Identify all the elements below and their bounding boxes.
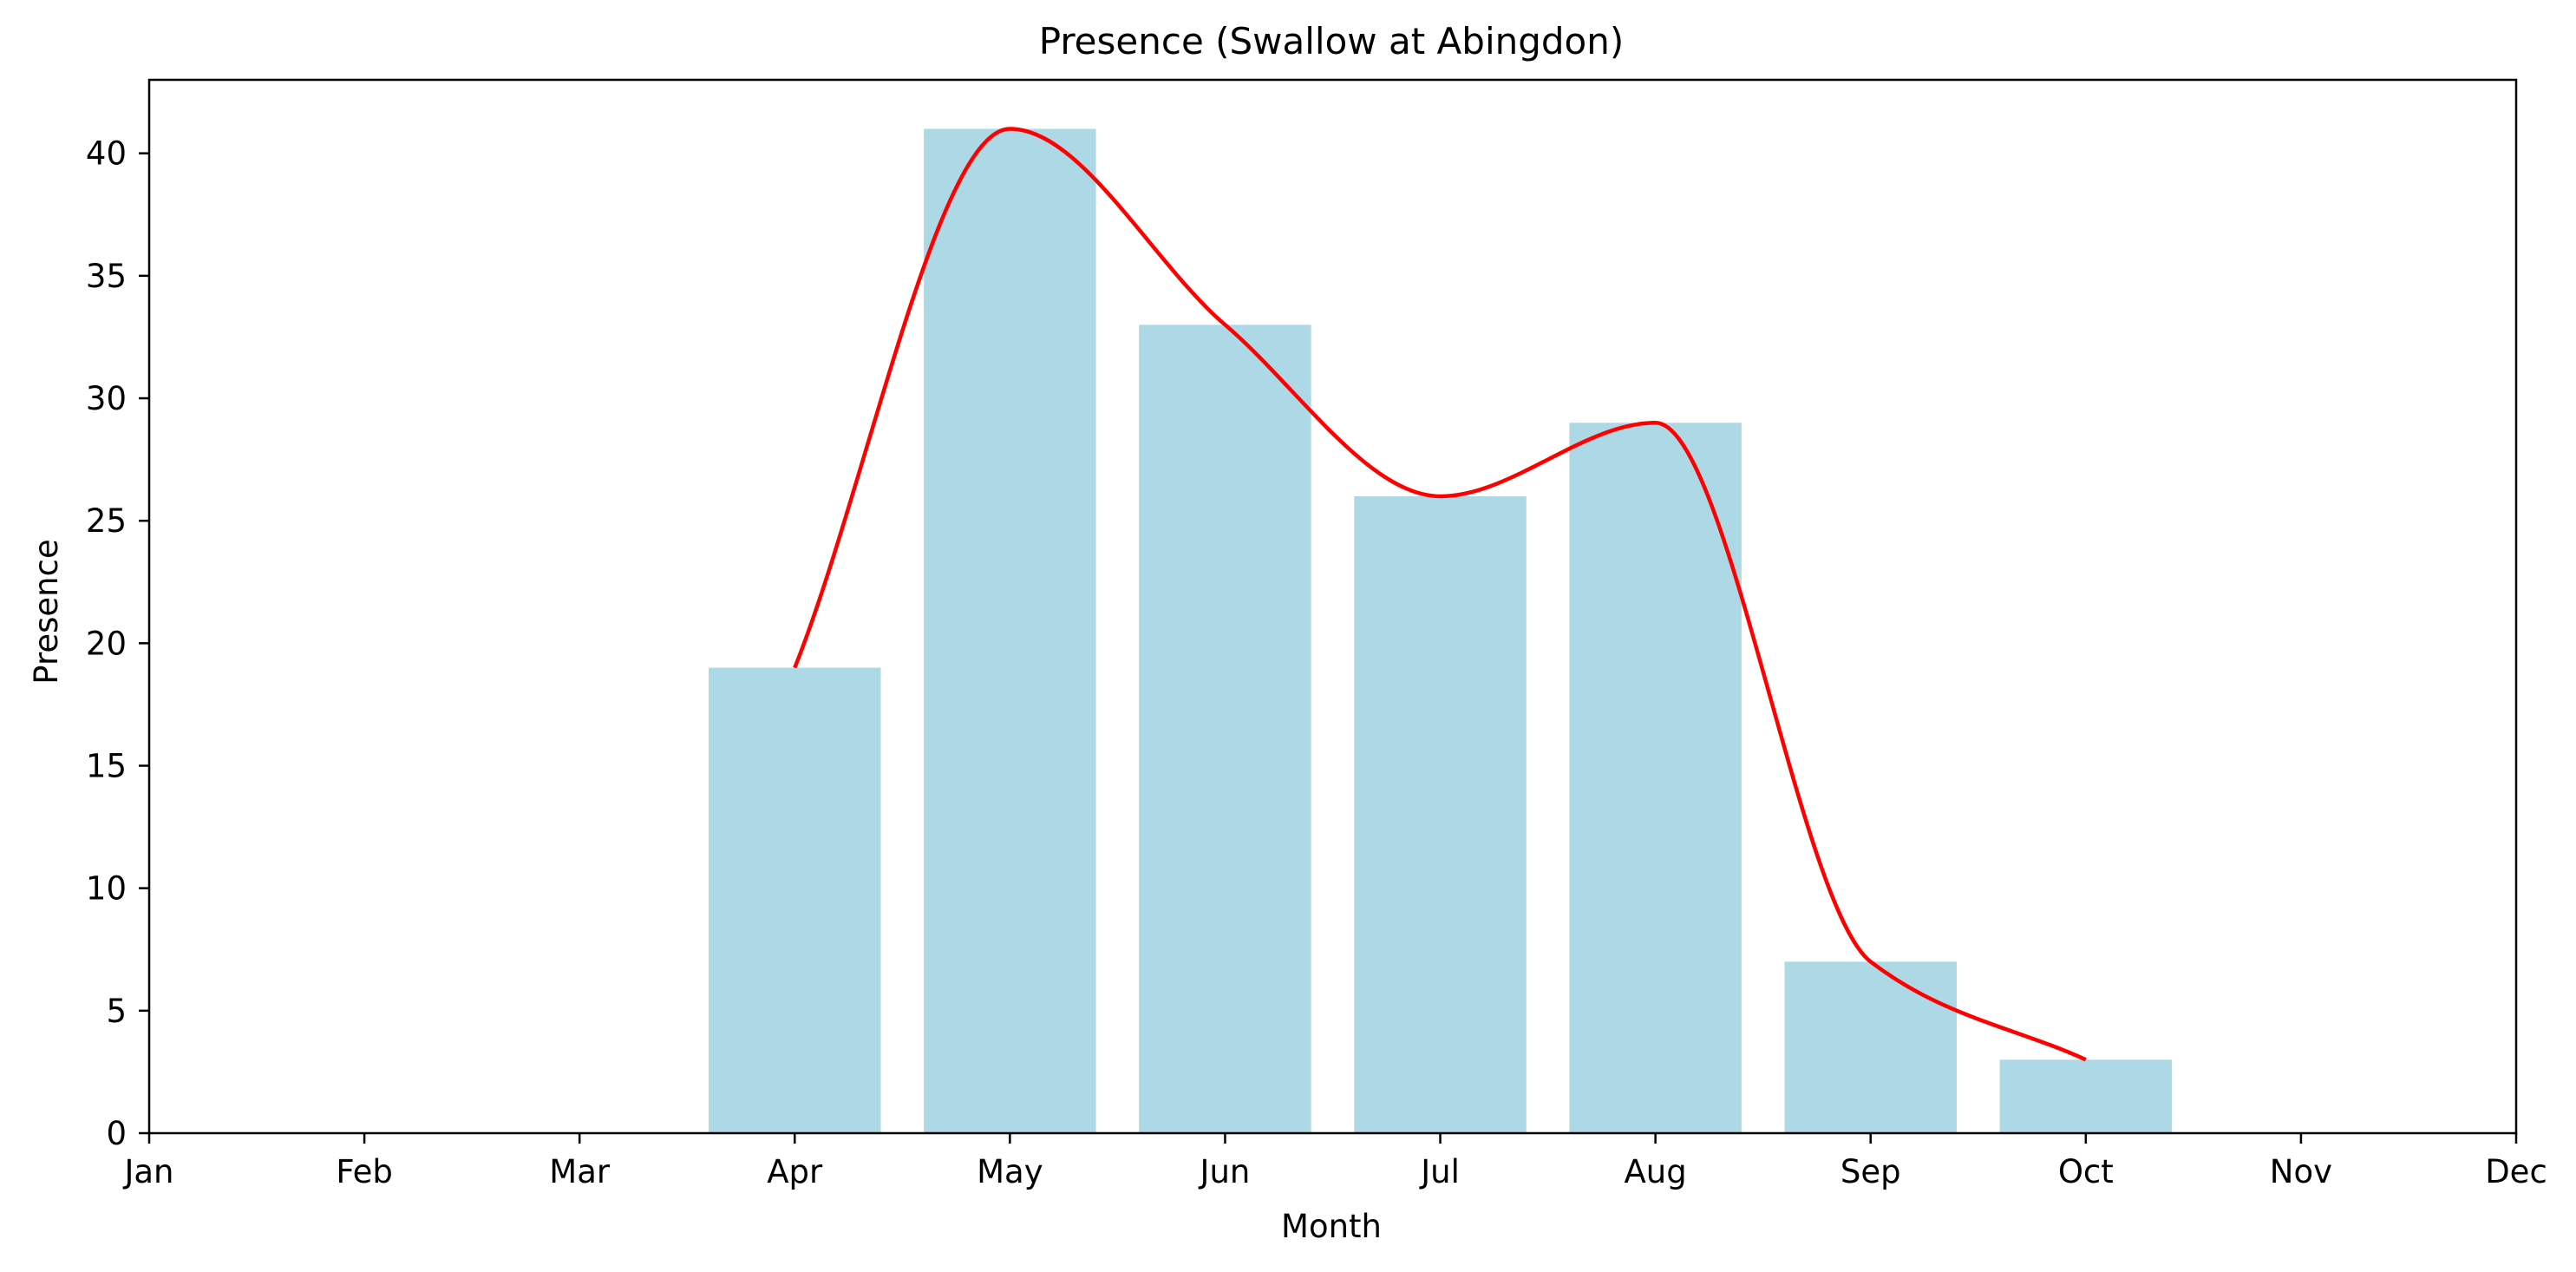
bar-sep [1784, 961, 1957, 1133]
axes-layer: Jan Feb Mar Apr May Jun Jul Aug Sep Oct Nov Dec 0 5 10… [86, 78, 2547, 1190]
plot-frame [147, 78, 2518, 1135]
bars-layer [709, 128, 2173, 1134]
x-tick-label-may: May [977, 1153, 1043, 1190]
x-tick-label-sep: Sep [1840, 1153, 1901, 1190]
bar-aug [1569, 423, 1742, 1133]
y-tick-label-30: 30 [86, 380, 127, 417]
y-tick-label-35: 35 [86, 258, 127, 295]
x-tick-label-dec: Dec [2485, 1153, 2547, 1190]
x-tick-label-oct: Oct [2058, 1153, 2114, 1190]
y-tick-label-10: 10 [86, 870, 127, 908]
x-tick-label-jun: Jun [1199, 1153, 1251, 1190]
y-axis-label: Presence [28, 539, 65, 684]
trend-layer [793, 127, 2087, 1062]
y-tick-label-0: 0 [106, 1115, 127, 1152]
x-tick-label-jul: Jul [1419, 1153, 1460, 1190]
x-tick-label-feb: Feb [336, 1153, 393, 1190]
bar-oct [1999, 1059, 2173, 1133]
bar-apr [709, 667, 881, 1133]
bar-jun [1139, 325, 1311, 1134]
trend-line [793, 127, 2087, 1062]
y-tick-label-5: 5 [106, 993, 127, 1030]
x-tick-label-nov: Nov [2270, 1153, 2332, 1190]
x-tick-label-apr: Apr [767, 1153, 823, 1190]
x-tick-label-aug: Aug [1625, 1153, 1687, 1190]
x-tick-label-mar: Mar [549, 1153, 611, 1190]
y-tick-label-25: 25 [86, 502, 127, 540]
bar-jul [1354, 495, 1527, 1133]
y-tick-label-40: 40 [86, 135, 127, 173]
x-tick-label-jan: Jan [122, 1153, 173, 1190]
bar-may [924, 128, 1096, 1134]
y-tick-label-20: 20 [86, 625, 127, 662]
y-tick-label-15: 15 [86, 748, 127, 785]
x-axis-label: Month [1281, 1208, 1382, 1245]
chart-title: Presence (Swallow at Abingdon) [1039, 20, 1625, 62]
